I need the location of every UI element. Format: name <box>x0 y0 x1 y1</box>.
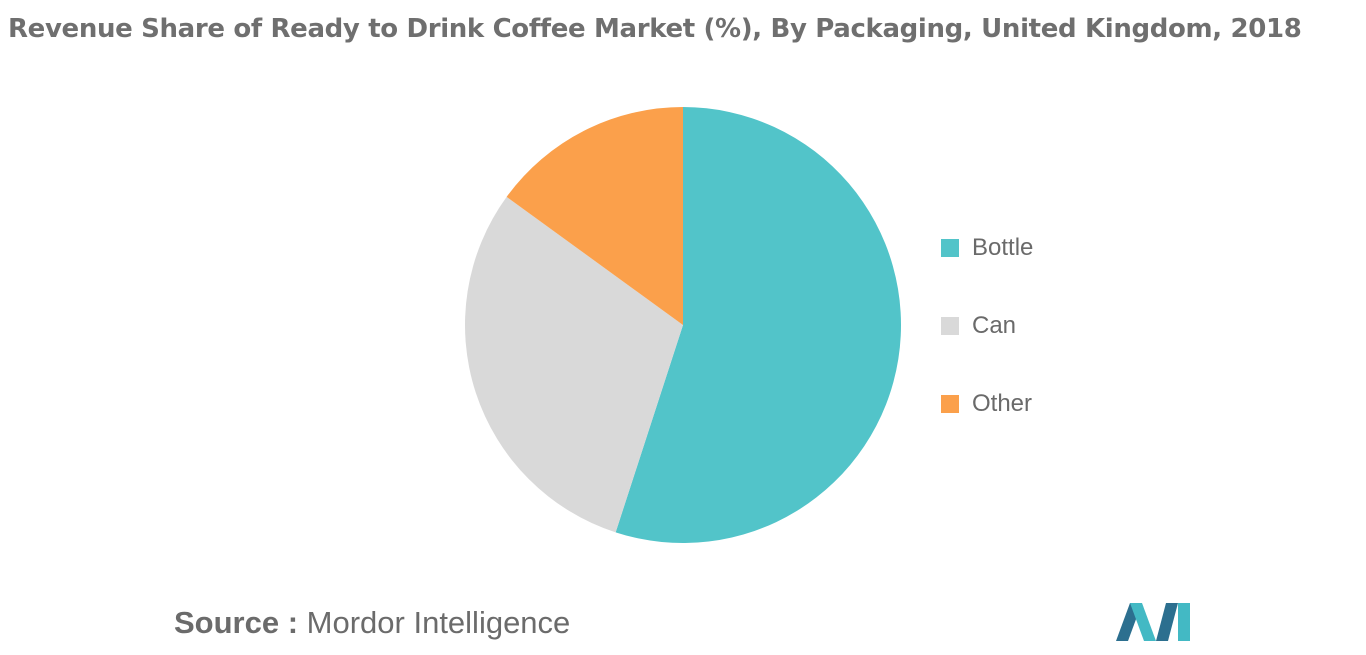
source-text: Mordor Intelligence <box>306 605 571 640</box>
legend-label-can: Can <box>972 312 1017 339</box>
legend-label-other: Other <box>972 390 1033 417</box>
legend-item-other: Other <box>941 389 1032 419</box>
logo-bar <box>1178 603 1190 641</box>
pie-slices <box>464 106 902 543</box>
mordor-intelligence-logo-icon <box>1116 603 1190 641</box>
legend-label-bottle: Bottle <box>972 234 1034 261</box>
pie-slice-can <box>464 196 683 533</box>
legend-item-can: Can <box>941 311 1016 341</box>
legend-swatch-bottle <box>941 239 959 257</box>
legend-swatch-can <box>941 317 959 335</box>
legend-item-bottle: Bottle <box>941 233 1033 263</box>
logo-right-stroke <box>1156 603 1178 641</box>
legend-swatch-other <box>941 395 959 413</box>
source-credit: Source : Mordor Intelligence <box>174 605 570 641</box>
chart-title: Revenue Share of Ready to Drink Coffee M… <box>8 14 1302 44</box>
pie-slice-bottle <box>615 107 902 543</box>
logo-mid-stroke <box>1130 603 1156 641</box>
source-label: Source : <box>174 605 299 640</box>
pie-slice-other <box>506 106 683 325</box>
